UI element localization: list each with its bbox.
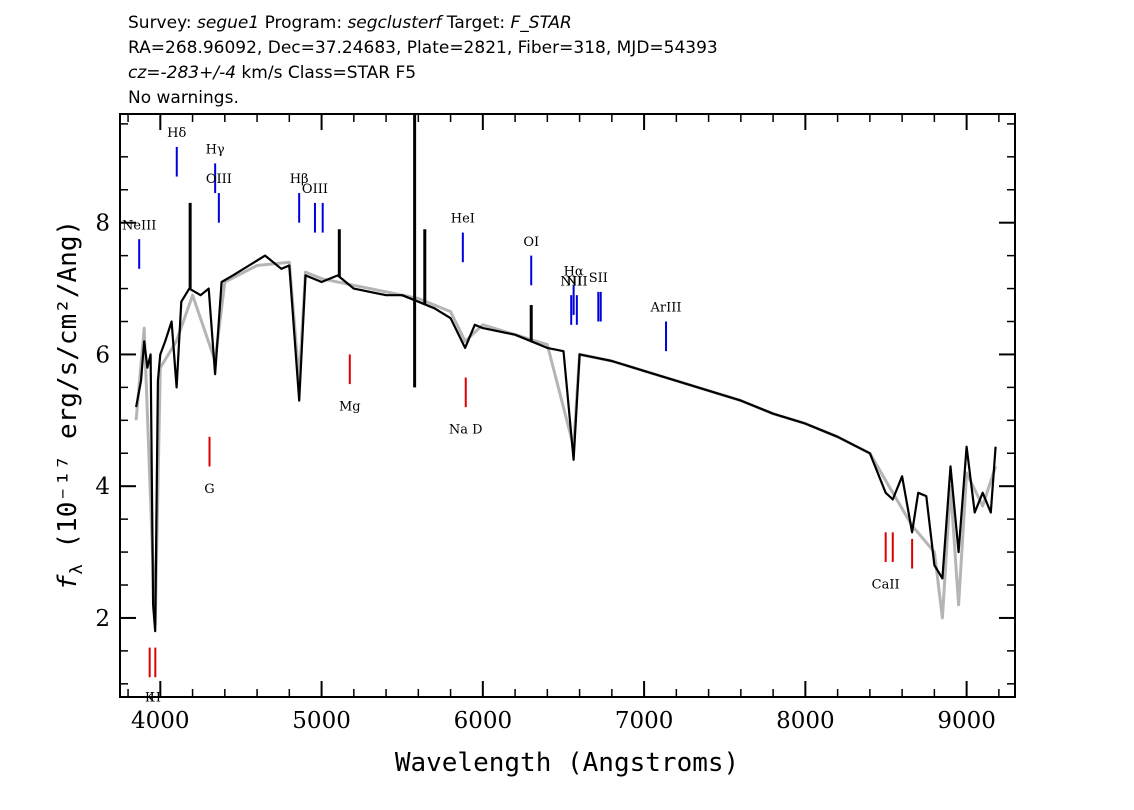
- header-segment: segclusterf: [347, 13, 444, 33]
- header-line-redshift: cz=-283+/-4 km/s Class=STAR F5: [128, 63, 416, 83]
- plot-frame: [119, 113, 1016, 698]
- absorption-line-label: Mg: [339, 400, 361, 415]
- header-line-survey: Survey: segue1 Program: segclusterf Targ…: [128, 13, 572, 33]
- header-line-coordinates: RA=268.96092, Dec=37.24683, Plate=2821, …: [128, 38, 718, 58]
- header-line-warnings: No warnings.: [128, 88, 239, 108]
- x-tick-label: 9000: [937, 708, 996, 734]
- series-flux: [135, 254, 997, 633]
- y-label-segment: erg/s/cm²/Ang): [53, 220, 83, 455]
- x-tick-label: 7000: [615, 708, 674, 734]
- emission-line-label: ArIII: [650, 301, 682, 316]
- x-tick-label: 5000: [292, 708, 351, 734]
- emission-line-label: OIII: [206, 172, 232, 187]
- header-segment: Program:: [259, 13, 347, 33]
- emission-line-label: Hα: [564, 264, 584, 279]
- plot-area: [134, 114, 998, 633]
- absorption-line-label: Na D: [449, 423, 483, 438]
- x-tick-label: 6000: [454, 708, 513, 734]
- y-label-segment: f: [53, 574, 83, 590]
- y-label-segment: (10: [53, 502, 83, 565]
- chart-header: Survey: segue1 Program: segclusterf Targ…: [128, 13, 718, 108]
- emission-line-label: OIII: [302, 182, 328, 197]
- y-tick-label: 2: [95, 606, 110, 632]
- emission-line-label: HeI: [451, 212, 475, 227]
- axes: 4000 5000 6000 7000 8000 9000 2 4 6 8: [95, 114, 1015, 734]
- header-segment: cz=-283+/-4: [128, 63, 236, 83]
- header-segment: km/s Class=STAR F5: [236, 63, 416, 83]
- x-axis-label: Wavelength (Angstroms): [395, 748, 739, 778]
- y-axis-label: fλ (10⁻¹⁷ erg/s/cm²/Ang)fλ (10⁻¹⁷ erg/s/…: [53, 220, 87, 590]
- emission-line-label: SII: [589, 271, 608, 286]
- emission-line-label: NeIII: [122, 218, 156, 233]
- series-model: [134, 260, 998, 626]
- header-segment: F_STAR: [511, 13, 572, 33]
- absorption-line-label: K: [145, 691, 155, 706]
- absorption-line-label: H: [150, 691, 161, 706]
- y-tick-label: 4: [95, 474, 110, 500]
- absorption-line-label: CaII: [872, 577, 900, 592]
- emission-line-label: NII: [560, 274, 582, 289]
- header-segment: Survey:: [128, 13, 197, 33]
- y-label-segment: λ: [67, 564, 87, 574]
- emission-line-label: Hβ: [290, 172, 309, 187]
- y-tick-label: 6: [95, 342, 110, 368]
- y-tick-label: 8: [95, 211, 110, 237]
- header-segment: segue1: [197, 13, 259, 33]
- emission-line-label: NII: [566, 274, 588, 289]
- emission-line-label: Hδ: [167, 126, 186, 141]
- absorption-line-label: G: [204, 482, 214, 497]
- x-tick-label: 4000: [131, 708, 190, 734]
- y-label-segment: ⁻¹⁷: [53, 455, 83, 502]
- emission-line-label: OI: [523, 235, 539, 250]
- header-segment: Target:: [441, 13, 510, 33]
- emission-line-label: Hγ: [206, 143, 225, 158]
- x-tick-label: 8000: [776, 708, 835, 734]
